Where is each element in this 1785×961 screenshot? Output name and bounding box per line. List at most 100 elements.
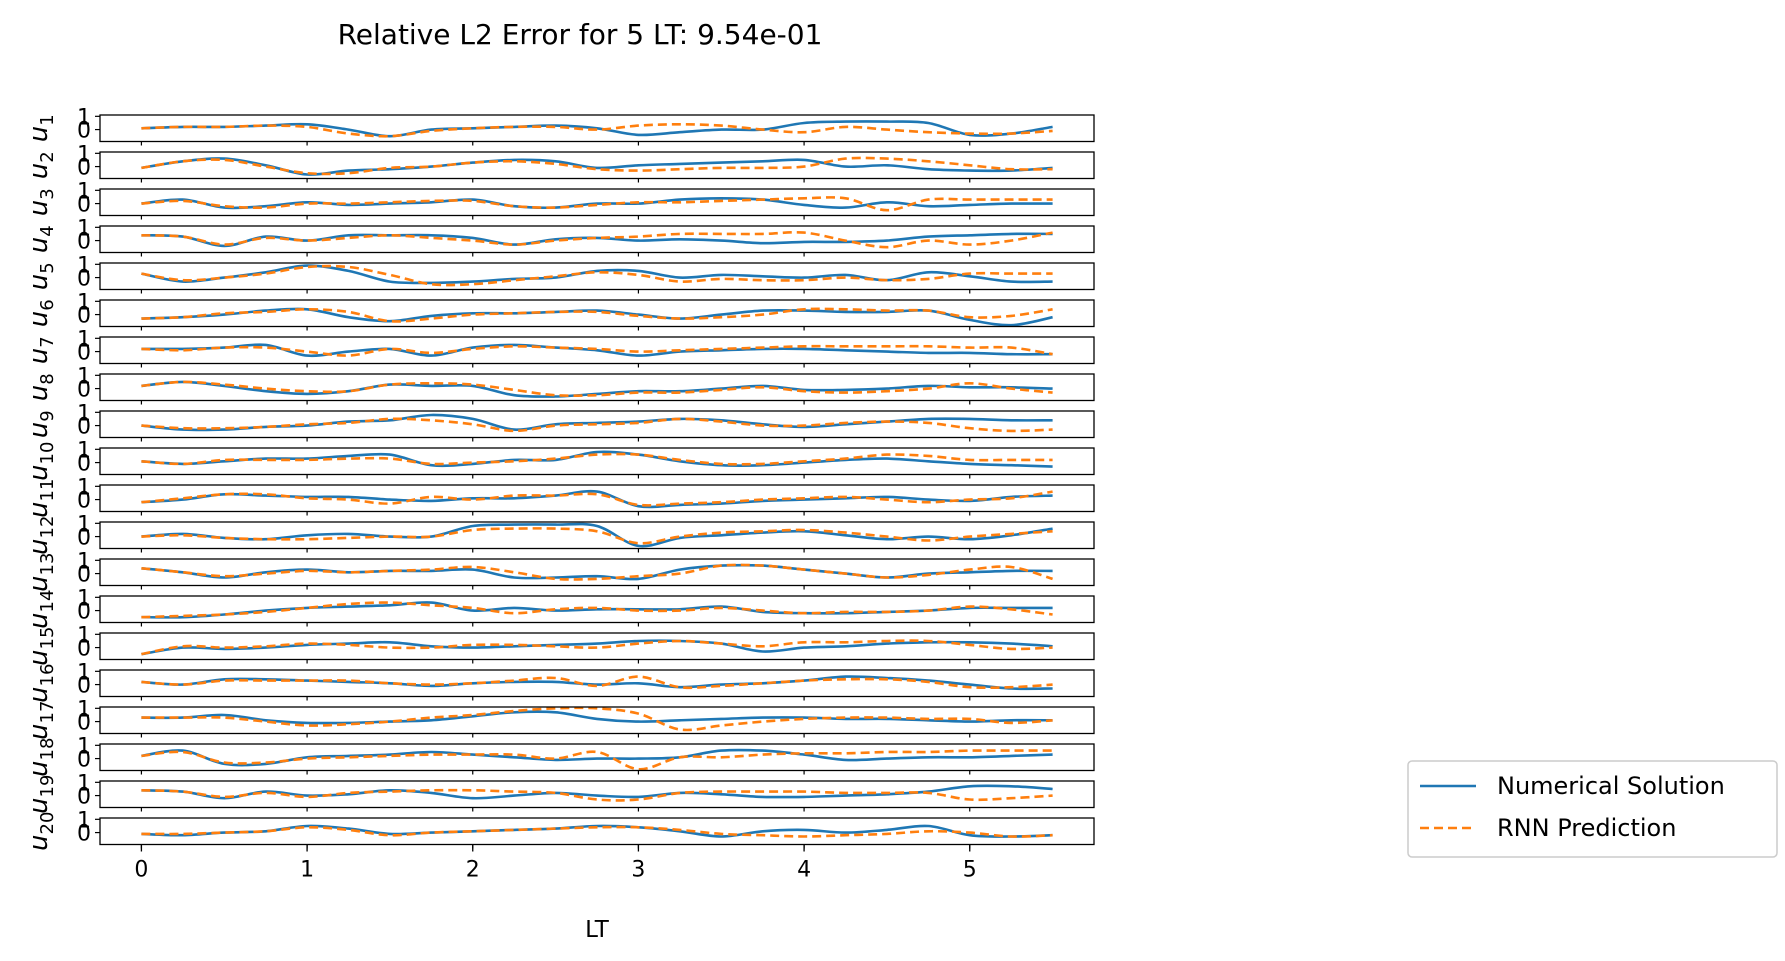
- y-tick-label: 0: [77, 267, 91, 292]
- subplot-frame: [99, 262, 1095, 291]
- legend-label-numerical-solution: Numerical Solution: [1497, 772, 1725, 800]
- y-tick-label: 0: [77, 711, 91, 736]
- rnn-prediction-line: [141, 639, 1053, 656]
- numerical-solution-line: [141, 601, 1053, 619]
- subplot-20: 01 u20: [24, 808, 1095, 851]
- subplot-frame: [99, 188, 1095, 217]
- y-tick-label: 1: [77, 216, 91, 241]
- y-tick-label: 1: [77, 179, 91, 204]
- x-tick-label: 4: [797, 858, 811, 883]
- x-tick-label: 0: [134, 858, 148, 883]
- subplot-12: 01 u12: [24, 512, 1095, 555]
- rnn-prediction-line: [141, 452, 1053, 466]
- y-tick-label: 0: [77, 822, 91, 847]
- y-axis-label: u2: [24, 151, 58, 179]
- subplot-5: 01 u5: [24, 253, 1095, 294]
- subplot-frame: [99, 410, 1095, 439]
- rnn-prediction-line: [141, 788, 1053, 802]
- rnn-prediction-line: [141, 706, 1053, 732]
- y-tick-label: 1: [77, 364, 91, 389]
- y-axis-label: u14: [24, 590, 58, 629]
- subplot-frame: [99, 521, 1095, 550]
- y-axis-label: u12: [24, 516, 58, 555]
- x-axis: 0 1 2 3 4 5: [134, 844, 977, 883]
- y-tick-label: 0: [77, 526, 91, 551]
- y-axis-label: u7: [24, 336, 58, 364]
- numerical-solution-line: [141, 489, 1053, 509]
- numerical-solution-line: [141, 639, 1053, 656]
- rnn-prediction-line: [141, 490, 1053, 507]
- y-axis-label: u3: [24, 188, 58, 216]
- y-axis-label: u18: [24, 738, 58, 777]
- subplot-frame: [99, 706, 1095, 735]
- y-axis-label: u4: [24, 225, 58, 253]
- y-tick-label: 1: [77, 771, 91, 796]
- subplot-frame: [99, 632, 1095, 661]
- x-tick-label: 2: [466, 858, 480, 883]
- y-tick-label: 1: [77, 438, 91, 463]
- y-axis-label: u8: [24, 373, 58, 401]
- y-tick-label: 0: [77, 415, 91, 440]
- subplot-frame: [99, 114, 1095, 143]
- subplot-frame: [99, 669, 1095, 698]
- subplot-6: 01 u6: [24, 290, 1095, 331]
- y-tick-label: 1: [77, 327, 91, 352]
- y-tick-label: 0: [77, 378, 91, 403]
- numerical-solution-line: [141, 748, 1053, 767]
- subplot-3: 01 u3: [24, 179, 1095, 220]
- subplot-14: 01 u14: [24, 586, 1095, 629]
- y-axis-label: u13: [24, 553, 58, 592]
- subplot-1: 01 u1: [24, 105, 1095, 146]
- y-tick-label: 0: [77, 304, 91, 329]
- numerical-solution-line: [141, 343, 1053, 358]
- numerical-solution-line: [141, 264, 1053, 285]
- y-tick-label: 1: [77, 549, 91, 574]
- y-tick-label: 0: [77, 748, 91, 773]
- legend-label-rnn-prediction: RNN Prediction: [1497, 814, 1676, 842]
- y-axis-label: u19: [24, 775, 58, 814]
- y-tick-label: 1: [77, 697, 91, 722]
- legend: Numerical Solution RNN Prediction: [1407, 760, 1778, 858]
- subplot-16: 01 u16: [24, 660, 1095, 703]
- y-tick-label: 1: [77, 401, 91, 426]
- subplot-stack: 01u101u201u301u401u501u601u701u801u901u1…: [24, 105, 1095, 851]
- y-axis-label: u11: [24, 479, 58, 518]
- rnn-prediction-line: [141, 825, 1053, 838]
- y-axis-label: u9: [24, 410, 58, 438]
- subplot-11: 01 u11: [24, 475, 1095, 518]
- y-tick-label: 0: [77, 119, 91, 144]
- subplot-13: 01 u13: [24, 549, 1095, 592]
- subplot-7: 01 u7: [24, 327, 1095, 368]
- x-tick-label: 5: [963, 858, 977, 883]
- numerical-solution-line: [141, 675, 1053, 691]
- y-tick-label: 0: [77, 637, 91, 662]
- subplot-frame: [99, 151, 1095, 180]
- subplot-frame: [99, 743, 1095, 772]
- y-axis-label: u15: [24, 627, 58, 666]
- y-axis-label: u20: [24, 812, 58, 851]
- y-tick-label: 1: [77, 290, 91, 315]
- y-axis-label: u16: [24, 664, 58, 703]
- rnn-prediction-line: [141, 675, 1053, 690]
- subplot-15: 01 u15: [24, 623, 1095, 666]
- subplot-frame: [99, 225, 1095, 254]
- y-tick-label: 0: [77, 563, 91, 588]
- y-tick-label: 0: [77, 600, 91, 625]
- rnn-prediction-line: [141, 601, 1053, 619]
- y-tick-label: 1: [77, 808, 91, 833]
- subplot-17: 01 u17: [24, 697, 1095, 740]
- rnn-prediction-line: [141, 380, 1053, 398]
- rnn-prediction-line: [141, 231, 1053, 249]
- subplot-frame: [99, 336, 1095, 365]
- rnn-prediction-line: [141, 264, 1053, 287]
- rnn-prediction-line: [141, 344, 1053, 357]
- subplot-frame: [99, 447, 1095, 476]
- rnn-prediction-line: [141, 307, 1053, 323]
- subplot-8: 01 u8: [24, 364, 1095, 405]
- subplot-18: 01 u18: [24, 734, 1095, 777]
- y-axis-label: u6: [24, 299, 58, 327]
- rnn-prediction-line: [141, 196, 1053, 212]
- y-tick-label: 0: [77, 452, 91, 477]
- y-tick-label: 0: [77, 489, 91, 514]
